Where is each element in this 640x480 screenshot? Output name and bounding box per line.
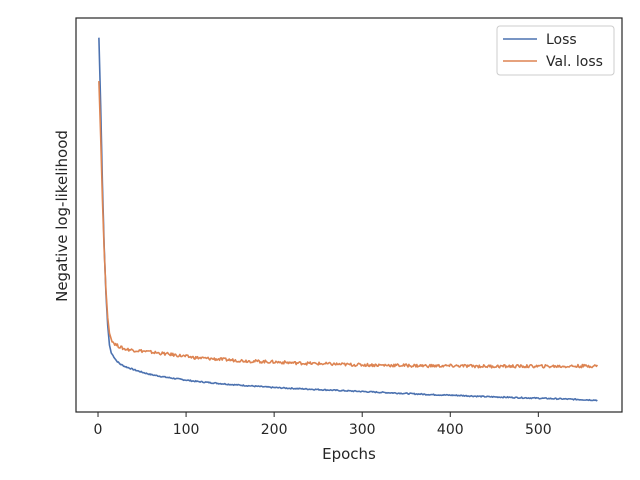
x-tick-label: 500: [525, 422, 552, 438]
plot-frame: [75, 17, 623, 413]
legend-label-loss: Loss: [546, 32, 577, 48]
series-line-val-loss: [98, 81, 599, 369]
legend: Loss Val. loss: [496, 25, 615, 76]
x-axis-label: Epochs: [322, 445, 376, 463]
x-tick-label: 100: [173, 422, 200, 438]
series-line-loss: [98, 37, 598, 402]
x-tick-label: 0: [94, 422, 103, 438]
x-tick-label: 200: [261, 422, 288, 438]
series-layer: [98, 37, 599, 402]
x-tick-label: 300: [349, 422, 376, 438]
y-axis-label: Negative log-likelihood: [53, 130, 71, 302]
legend-label-val-loss: Val. loss: [546, 54, 603, 70]
x-axis-ticks: 0 100 200 300 400 500: [94, 412, 552, 438]
x-tick-label: 400: [437, 422, 464, 438]
